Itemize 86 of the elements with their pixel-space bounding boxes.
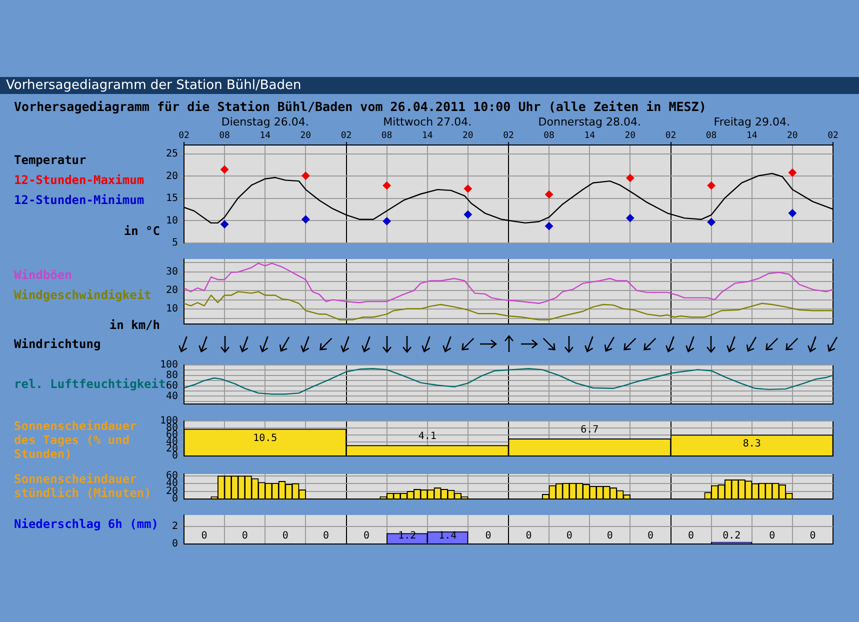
text: Windböen: [14, 268, 72, 282]
point: [464, 210, 472, 218]
data-label: 0: [282, 530, 288, 542]
point: [545, 222, 554, 230]
x-tick-label: 08: [544, 130, 554, 141]
point: [707, 218, 716, 226]
data-label: 0: [485, 530, 492, 542]
y-tick-label: 0: [172, 494, 178, 505]
text: 12-Stunden-Maximum: [14, 173, 144, 187]
x2-tick-label: Freitag 29.04.: [714, 115, 790, 128]
chart-title: Vorhersagediagramm der Station Bühl/Baden: [6, 78, 302, 93]
x-tick-label: 02: [828, 130, 838, 141]
y-tick-label: 10: [166, 215, 178, 226]
x-tick-label: 02: [503, 130, 514, 141]
x-tick-label: 14: [422, 130, 433, 141]
x-tick-label: 08: [219, 130, 230, 141]
y-tick-label: 5: [172, 238, 178, 249]
x-tick-label: 14: [584, 130, 596, 141]
y-axis-title: in °C: [122, 224, 160, 238]
y-tick-label: 25: [166, 148, 178, 160]
y-tick-label: 10: [166, 304, 178, 315]
annotation: 8.3: [742, 438, 761, 450]
point: [707, 182, 716, 190]
data-label: 0: [606, 530, 613, 542]
data-label: 0: [322, 530, 329, 542]
text: Temperatur: [14, 153, 86, 167]
data-label: 0: [242, 530, 248, 542]
x-tick-label: 20: [787, 130, 798, 141]
text: Windrichtung: [14, 337, 101, 351]
point: [788, 168, 796, 177]
x-tick-label: 08: [706, 130, 717, 141]
y-axis-title: in km/h: [108, 318, 160, 332]
x2-tick-label: Mittwoch 27.04.: [383, 115, 472, 128]
data-label: 1.2: [398, 530, 416, 542]
point: [302, 215, 310, 224]
y-tick-label: 20: [166, 285, 178, 296]
point: [626, 174, 634, 182]
point: [220, 166, 229, 174]
y-tick-label: 40: [166, 390, 178, 402]
chart-subtitle: Vorhersagediagramm für die Station Bühl/Baden vom 26.04.2011 10:00 Uhr (alle Zeiten in MESZ): [14, 99, 706, 114]
y-tick-label: 20: [166, 170, 178, 182]
y-tick-label: 2: [172, 521, 178, 532]
x-tick-label: 20: [624, 130, 636, 141]
y-tick-label: 100: [160, 360, 178, 371]
annotation: 6.7: [580, 424, 599, 436]
point: [382, 217, 391, 226]
y-axis-title: Niederschlag 6h (mm): [14, 517, 160, 531]
point: [382, 182, 391, 190]
y-tick-label: 0: [172, 538, 178, 550]
y-tick-label: 60: [166, 380, 178, 392]
x2-tick-label: Dienstag 26.04.: [221, 115, 309, 128]
y-tick-label: 30: [166, 266, 178, 278]
data-label: 0: [526, 530, 532, 542]
data-label: 0: [201, 530, 208, 542]
x-tick-label: 02: [340, 130, 352, 141]
y-axis-title: Sonnenscheindauer stündlich (Minuten): [14, 472, 152, 500]
x-tick-label: 14: [746, 130, 758, 141]
point: [545, 190, 554, 198]
data-label: 0: [688, 530, 694, 542]
annotation: 10.5: [253, 433, 278, 444]
x-tick-label: 08: [381, 130, 392, 141]
data-label: 0.2: [722, 530, 741, 542]
data-label: 0: [566, 530, 572, 542]
point: [302, 172, 310, 180]
x-tick-label: 14: [260, 130, 271, 141]
x2-tick-label: Donnerstag 28.04.: [538, 115, 641, 128]
x-tick-label: 20: [300, 130, 312, 141]
data-label: 0: [647, 530, 654, 542]
y-tick-label: 80: [166, 370, 178, 381]
y-tick-label: 0: [172, 450, 178, 462]
data-label: 0: [769, 530, 776, 542]
point: [464, 184, 472, 193]
text: 12-Stunden-Minimum: [14, 193, 144, 207]
series-label: rel. Luftfeuchtigkeit: [14, 377, 166, 391]
annotation: 4.1: [418, 431, 436, 442]
point: [788, 209, 796, 218]
x-tick-label: 20: [462, 130, 474, 141]
x-tick-label: 02: [178, 130, 190, 141]
y-tick-label: 15: [166, 193, 178, 204]
data-label: 0: [364, 530, 370, 542]
x-tick-label: 02: [665, 130, 676, 141]
point: [220, 220, 229, 228]
text: Windgeschwindigkeit: [14, 288, 152, 302]
point: [626, 214, 634, 222]
y-axis-title: Sonnenscheindauer des Tages (% und Stunden): [14, 419, 137, 461]
data-label: 0: [810, 530, 816, 542]
